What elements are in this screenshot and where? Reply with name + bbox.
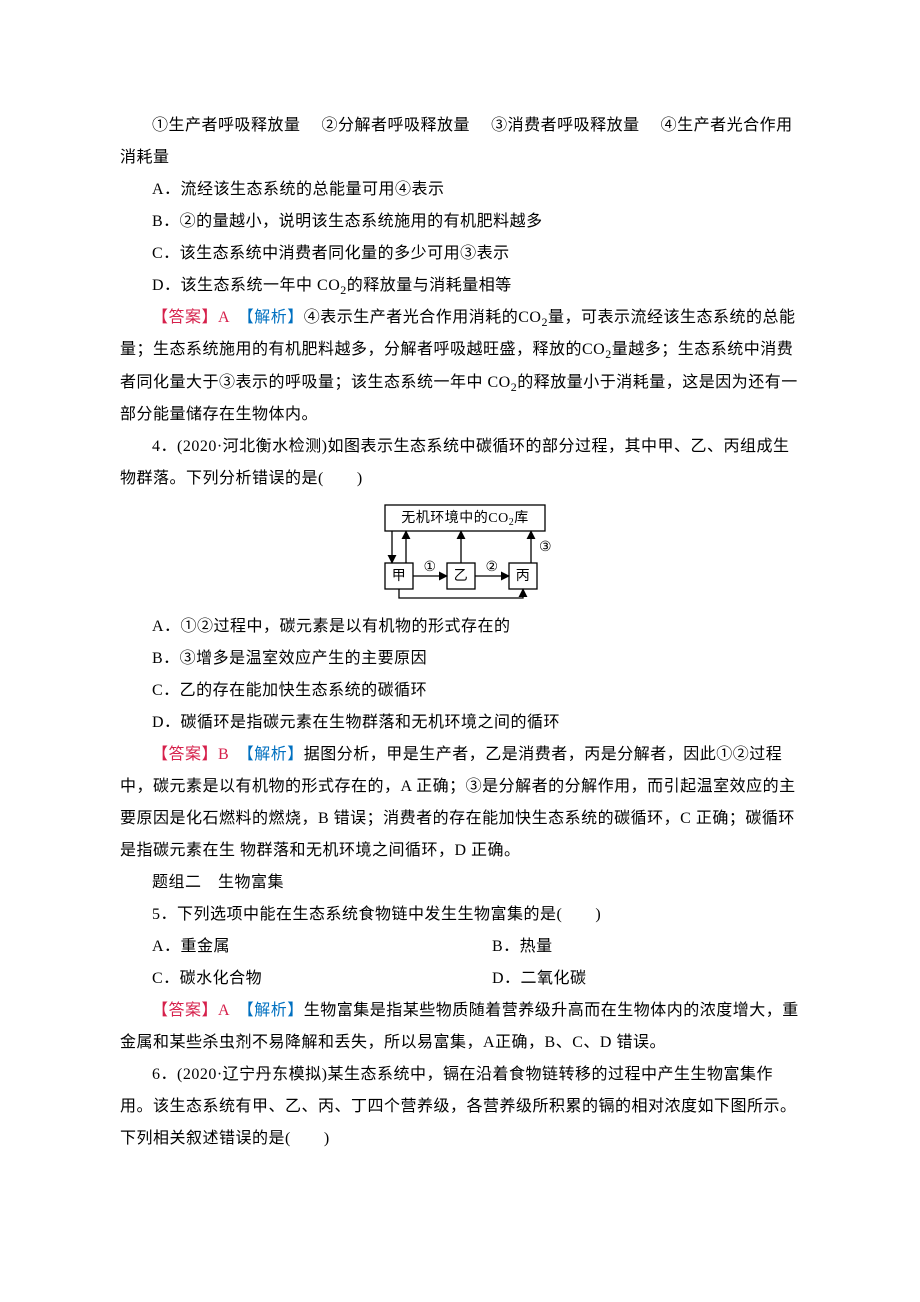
svg-text:无机环境中的CO2库: 无机环境中的CO2库 [401,510,528,528]
q5-option-b: B．热量 [460,931,800,963]
q3-answer-explanation: 【答案】A 【解析】④表示生产者光合作用消耗的CO2量，可表示流经该生态系统的总… [120,302,800,431]
q4-option-c: C．乙的存在能加快生态系统的碳循环 [120,675,800,707]
answer-label: 【答案】B [152,746,246,763]
q3-option-c: C．该生态系统中消费者同化量的多少可用③表示 [120,238,800,270]
q4-answer-explanation: 【答案】B 【解析】据图分析，甲是生产者，乙是消费者，丙是分解者，因此①②过程中… [120,739,800,867]
svg-text:②: ② [485,560,498,575]
q4-option-d: D．碳循环是指碳元素在生物群落和无机环境之间的循环 [120,707,800,739]
q5-answer-explanation: 【答案】A 【解析】生物富集是指某些物质随着营养级升高而在生物体内的浓度增大，重… [120,995,800,1059]
def-3: ③消费者呼吸释放量 [491,117,640,134]
q5-option-a: A．重金属 [120,931,460,963]
group-2-title: 题组二 生物富集 [120,867,800,899]
svg-text:丙: 丙 [516,569,531,584]
svg-text:①: ① [423,560,436,575]
q4-option-a: A．①②过程中，碳元素是以有机物的形式存在的 [120,611,800,643]
q3-definitions: ①生产者呼吸释放量 ②分解者呼吸释放量 ③消费者呼吸释放量 ④生产者光合作用消耗… [120,110,800,174]
q3-option-a: A．流经该生态系统的总能量可用④表示 [120,174,800,206]
q3-option-b: B．②的量越小，说明该生态系统施用的有机肥料越多 [120,206,800,238]
svg-text:甲: 甲 [392,569,407,584]
explanation-label: 【解析】 [246,746,304,763]
q4-diagram: 无机环境中的CO2库 甲 乙 丙 ① ② ③ [120,501,800,601]
carbon-cycle-svg: 无机环境中的CO2库 甲 乙 丙 ① ② ③ [355,501,565,601]
q5-options-row2: C．碳水化合物 D．二氧化碳 [120,963,800,995]
explanation-label: 【解析】 [246,309,304,326]
q6-stem: 6．(2020·辽宁丹东模拟)某生态系统中，镉在沿着食物链转移的过程中产生生物富… [120,1059,800,1155]
q5-option-d: D．二氧化碳 [460,963,800,995]
answer-label: 【答案】A [152,309,246,326]
q5-option-c: C．碳水化合物 [120,963,460,995]
q5-options-row1: A．重金属 B．热量 [120,931,800,963]
answer-label: 【答案】A [152,1002,246,1019]
def-2: ②分解者呼吸释放量 [322,117,471,134]
q3-option-d: D．该生态系统一年中 CO2的释放量与消耗量相等 [120,270,800,302]
def-1: ①生产者呼吸释放量 [152,117,301,134]
svg-text:乙: 乙 [454,568,469,584]
q5-stem: 5．下列选项中能在生态系统食物链中发生生物富集的是( ) [120,899,800,931]
svg-text:③: ③ [539,540,552,555]
q4-option-b: B．③增多是温室效应产生的主要原因 [120,643,800,675]
q4-stem: 4．(2020·河北衡水检测)如图表示生态系统中碳循环的部分过程，其中甲、乙、丙… [120,431,800,495]
explanation-label: 【解析】 [246,1002,304,1019]
